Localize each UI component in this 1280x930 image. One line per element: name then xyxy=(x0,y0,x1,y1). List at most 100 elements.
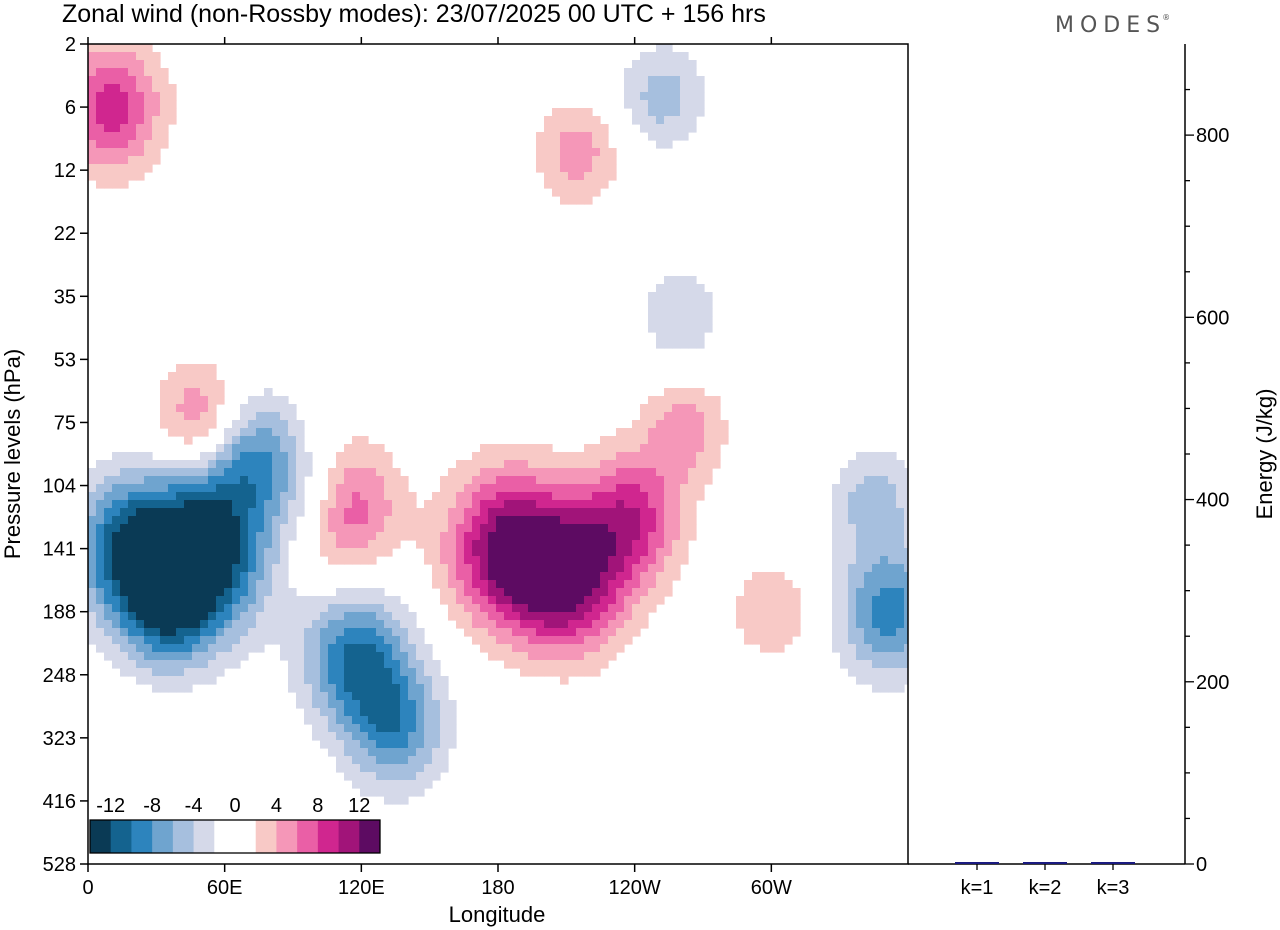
field-cell xyxy=(288,420,297,429)
field-cell xyxy=(896,564,905,573)
field-cell xyxy=(200,676,209,685)
field-cell xyxy=(128,612,137,621)
field-cell xyxy=(272,476,281,485)
field-cell xyxy=(264,428,273,437)
y-tick-label: 6 xyxy=(65,97,76,119)
field-cell xyxy=(328,468,337,477)
field-cell xyxy=(552,516,561,525)
field-cell xyxy=(864,644,873,653)
field-cell xyxy=(96,132,105,141)
field-cell xyxy=(344,516,353,525)
field-cell xyxy=(176,524,185,533)
field-cell xyxy=(392,796,401,805)
field-cell xyxy=(632,564,641,573)
field-cell xyxy=(600,604,609,613)
field-cell xyxy=(640,524,649,533)
field-cell xyxy=(592,548,601,557)
field-cell xyxy=(480,556,489,565)
field-cell xyxy=(120,644,129,653)
field-cell xyxy=(488,548,497,557)
field-cell xyxy=(264,604,273,613)
field-cell xyxy=(608,460,617,469)
field-cell xyxy=(664,100,673,109)
field-cell xyxy=(544,612,553,621)
field-cell xyxy=(144,668,153,677)
field-cell xyxy=(544,644,553,653)
field-cell xyxy=(240,412,249,421)
field-cell xyxy=(560,564,569,573)
field-cell xyxy=(424,724,433,733)
field-cell xyxy=(504,580,513,589)
field-cell xyxy=(240,644,249,653)
field-cell xyxy=(464,596,473,605)
colorbar-swatch xyxy=(276,820,298,853)
field-cell xyxy=(656,476,665,485)
field-cell xyxy=(552,660,561,669)
field-cell xyxy=(96,180,105,189)
field-cell xyxy=(240,492,249,501)
field-cell xyxy=(176,532,185,541)
field-cell xyxy=(704,396,713,405)
field-cell xyxy=(584,140,593,149)
field-cell xyxy=(152,108,161,117)
field-cell xyxy=(312,692,321,701)
field-cell xyxy=(736,620,745,629)
field-cell xyxy=(840,588,849,597)
field-cell xyxy=(576,628,585,637)
field-cell xyxy=(600,524,609,533)
field-cell xyxy=(480,612,489,621)
field-cell xyxy=(536,524,545,533)
field-cell xyxy=(392,748,401,757)
field-cell xyxy=(152,540,161,549)
field-cell xyxy=(168,668,177,677)
field-cell xyxy=(112,612,121,621)
field-cell xyxy=(632,588,641,597)
field-cell xyxy=(192,460,201,469)
y-tick-label: 35 xyxy=(54,286,76,308)
field-cell xyxy=(536,492,545,501)
field-cell xyxy=(304,692,313,701)
field-cell xyxy=(448,564,457,573)
field-cell xyxy=(384,644,393,653)
field-cell xyxy=(560,460,569,469)
field-cell xyxy=(680,52,689,61)
field-cell xyxy=(896,636,905,645)
field-cell xyxy=(648,508,657,517)
field-cell xyxy=(184,484,193,493)
field-cell xyxy=(184,500,193,509)
field-cell xyxy=(352,524,361,533)
field-cell xyxy=(744,588,753,597)
field-cell xyxy=(648,92,657,101)
field-cell xyxy=(832,508,841,517)
field-cell xyxy=(352,724,361,733)
field-cell xyxy=(400,508,409,517)
field-cell xyxy=(360,460,369,469)
field-cell xyxy=(608,588,617,597)
field-cell xyxy=(696,316,705,325)
field-cell xyxy=(576,572,585,581)
field-cell xyxy=(480,604,489,613)
field-cell xyxy=(632,92,641,101)
field-cell xyxy=(352,756,361,765)
field-cell xyxy=(512,636,521,645)
field-cell xyxy=(648,540,657,549)
field-cell xyxy=(856,620,865,629)
field-cell xyxy=(192,652,201,661)
field-cell xyxy=(136,532,145,541)
field-cell xyxy=(368,452,377,461)
field-cell xyxy=(744,612,753,621)
field-cell xyxy=(352,532,361,541)
field-cell xyxy=(840,532,849,541)
field-cell xyxy=(568,452,577,461)
field-cell xyxy=(664,548,673,557)
field-cell xyxy=(96,172,105,181)
field-cell xyxy=(880,588,889,597)
field-cell xyxy=(344,596,353,605)
field-cell xyxy=(888,540,897,549)
field-cell xyxy=(112,596,121,605)
field-cell xyxy=(120,108,129,117)
field-cell xyxy=(280,532,289,541)
field-cell xyxy=(192,564,201,573)
field-cell xyxy=(272,420,281,429)
